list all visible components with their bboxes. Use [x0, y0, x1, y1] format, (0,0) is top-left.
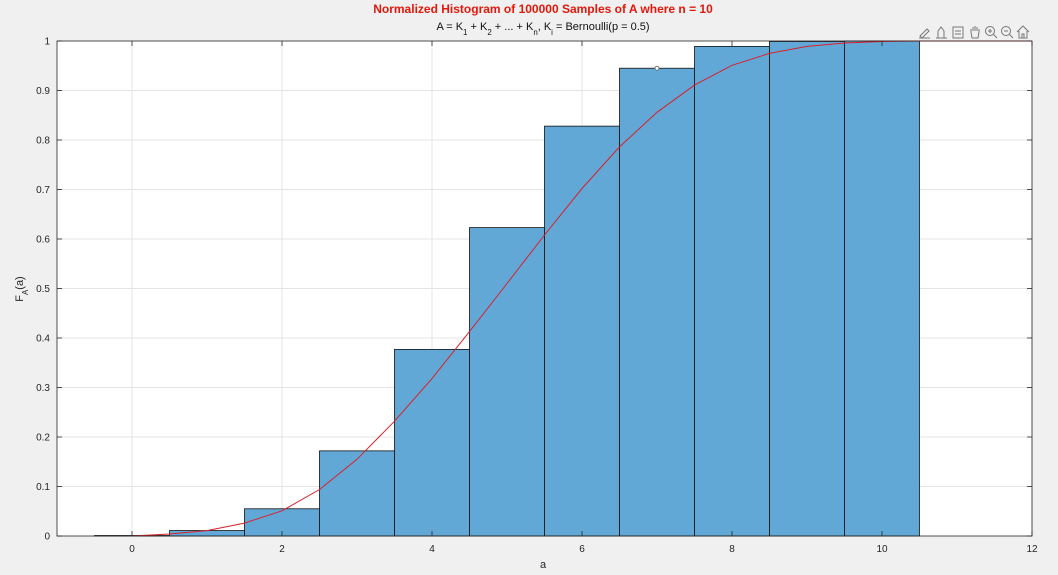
- histogram-bar-9[interactable]: [769, 41, 845, 537]
- x-tick-label: 4: [429, 544, 435, 555]
- axes-toolbar: [919, 25, 1030, 39]
- histogram-bar-7[interactable]: [619, 67, 695, 537]
- data-cursor-icon[interactable]: [952, 26, 964, 39]
- x-tick-label: 8: [729, 544, 735, 555]
- histogram-bars: [94, 40, 920, 537]
- y-tick-label: 0.4: [36, 334, 50, 345]
- y-tick-label: 0.2: [36, 433, 50, 444]
- x-axis-label: a: [540, 559, 547, 571]
- zoom-out-icon[interactable]: [1001, 26, 1014, 39]
- histogram-bar-4[interactable]: [394, 348, 470, 537]
- zoom-in-icon[interactable]: [985, 26, 998, 39]
- histogram-bar-6[interactable]: [544, 125, 620, 537]
- y-tick-label: 0.7: [36, 185, 50, 196]
- y-tick-label: 0.9: [36, 86, 50, 97]
- histogram-bar-3[interactable]: [319, 450, 395, 537]
- y-tick-label: 0: [44, 532, 50, 543]
- y-tick-label: 0.1: [36, 482, 50, 493]
- chart-subtitle: A = K1 + K2 + ... + Kn, Ki = Bernoulli(p…: [436, 21, 649, 37]
- x-tick-label: 12: [1026, 544, 1038, 555]
- y-axis-label: FA(a): [14, 276, 30, 301]
- x-tick-label: 6: [579, 544, 585, 555]
- y-tick-label: 0.5: [36, 284, 50, 295]
- x-tick-label: 2: [279, 544, 285, 555]
- x-tick-label: 10: [876, 544, 888, 555]
- histogram-bar-10[interactable]: [844, 40, 920, 537]
- axis-ticks: 0 2 4 6 8 10 12 0 0.1 0.2 0.3 0.4 0.5 0.6 0.7 0.8 0.9 1: [36, 37, 1038, 556]
- y-tick-label: 0.6: [36, 235, 50, 246]
- chart-title: Normalized Histogram of 100000 Samples o…: [373, 2, 713, 16]
- data-tip-marker[interactable]: [654, 65, 660, 71]
- data-tips-icon[interactable]: [936, 26, 947, 39]
- x-tick-label: 0: [129, 544, 135, 555]
- y-tick-label: 0.3: [36, 383, 50, 394]
- brush-icon[interactable]: [919, 28, 930, 39]
- histogram-bar-8[interactable]: [694, 46, 770, 537]
- home-icon[interactable]: [1016, 25, 1030, 39]
- pan-icon[interactable]: [970, 26, 980, 39]
- y-tick-label: 0.8: [36, 136, 50, 147]
- histogram-bar-5[interactable]: [469, 227, 545, 537]
- y-tick-label: 1: [44, 37, 50, 48]
